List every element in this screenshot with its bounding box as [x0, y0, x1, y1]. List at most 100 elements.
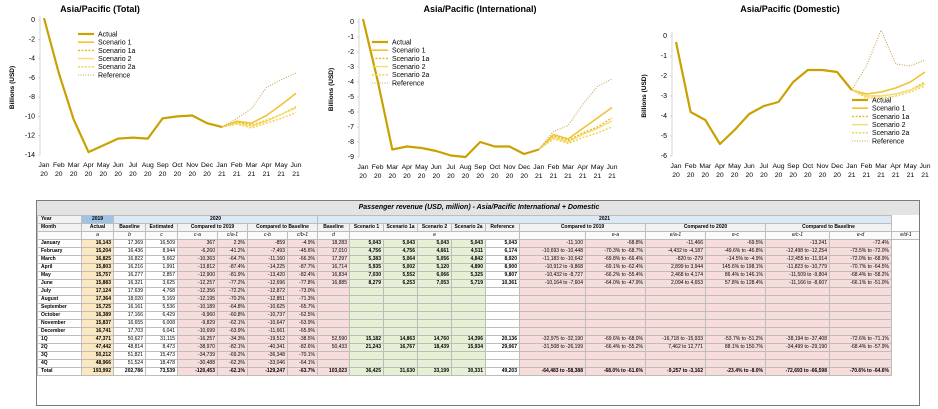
table-cell — [485, 295, 520, 304]
table-cell: 17,010 — [317, 247, 350, 256]
x-tick-label: Apr — [577, 164, 588, 171]
chart-0: Asia/Pacific (Total) Billions (USD) 0 -2 -4 -… — [9, 4, 302, 178]
table-cell: -32,975 to -32,190 — [519, 335, 586, 344]
table-cell: 5,064 — [383, 255, 418, 264]
table-cell: -6,260 — [177, 247, 218, 256]
x-tick-year: 20 — [462, 173, 470, 180]
table-cell: -10,625 — [247, 303, 288, 312]
table-cell — [585, 311, 646, 320]
table-cell: 5,935 — [349, 263, 384, 272]
legend-label: Actual — [392, 39, 412, 46]
table-cell: 15,837 — [81, 319, 114, 328]
table-cell: 88.1% to 150.7% — [705, 343, 766, 352]
x-tick-label: Dec — [518, 164, 531, 171]
table-header-row: Month Actual Baseline Estimated Compared… — [37, 223, 920, 232]
table-cell: -63.9% — [287, 319, 318, 328]
table-cell — [383, 351, 418, 360]
table-cell: 16,321 — [113, 279, 146, 288]
legend-label: Reference — [872, 138, 904, 145]
table-cell — [317, 303, 350, 312]
table-cell: 5,043 — [349, 239, 384, 248]
table-cell: -820 to -279 — [645, 255, 706, 264]
row-label: July — [37, 287, 82, 296]
x-tick-label: Feb — [548, 164, 560, 171]
y-tick-label: 0 — [350, 19, 354, 26]
table-cell: 5,325 — [451, 271, 486, 280]
table-cell — [349, 319, 384, 328]
legend-label: Scenario 1 — [392, 48, 426, 55]
table-cell: 2,857 — [145, 271, 178, 280]
table-cell: 7,462 to 12,771 — [645, 343, 706, 352]
legend-label: Actual — [98, 31, 118, 38]
table-cell — [645, 351, 706, 360]
table-row: February 15,204 16,436 8,944 -6,260 -41.2% -7,… — [37, 247, 920, 256]
table-cell — [645, 303, 706, 312]
y-tick-label: -5 — [348, 94, 354, 101]
x-tick-label: May — [415, 164, 428, 171]
x-tick-year: 20 — [100, 171, 108, 178]
x-tick-year: 20 — [745, 172, 753, 179]
table-cell: -87.4% — [217, 263, 248, 272]
x-tick-year: 21 — [292, 171, 300, 178]
col-header: Compared to 2020 — [645, 223, 766, 232]
y-tick-label: -8 — [29, 94, 35, 101]
table-cell: -9,829 — [177, 319, 218, 328]
table-cell: 30,331 — [451, 367, 486, 376]
table-cell — [645, 359, 706, 368]
col-header: Compared to 2019 — [177, 223, 248, 232]
table-cell — [349, 287, 384, 296]
table-cell: -53.7% to -51.2% — [705, 335, 766, 344]
table-cell: -4,432 to -4,187 — [645, 247, 706, 256]
table-title: Passenger revenue (USD, million) - Asia/… — [37, 201, 919, 215]
table-cell: -81.9% — [217, 271, 248, 280]
table-cell: 15,473 — [145, 351, 178, 360]
table-cell: -859 — [247, 239, 288, 248]
x-tick-label: Jul — [760, 163, 769, 170]
table-cell: -68.8% — [585, 239, 646, 248]
x-tick-label: Nov — [186, 162, 199, 169]
table-cell: 15,725 — [81, 303, 114, 312]
formula-cell: c — [145, 231, 178, 240]
x-tick-label: May — [97, 162, 110, 169]
x-tick-year: 20 — [476, 173, 484, 180]
table-cell: 2,094 to 4,653 — [645, 279, 706, 288]
legend-label: Reference — [392, 80, 424, 87]
y-tick-label: -6 — [661, 153, 667, 160]
table-cell: 7,053 — [417, 279, 452, 288]
series-line-s2a — [221, 111, 297, 129]
table-cell: -64.1% — [287, 359, 318, 368]
table-cell: 17,364 — [81, 295, 114, 304]
table-cell: -64.0% to -47.9% — [585, 279, 646, 288]
x-tick-label: Nov — [816, 163, 829, 170]
x-tick-label: Mar — [386, 164, 398, 171]
table-cell: -11,100 — [519, 239, 586, 248]
y-tick-label: -5 — [661, 133, 667, 140]
table-cell: 4,511 — [451, 247, 486, 256]
month-label: Month — [37, 223, 82, 232]
x-tick-label: Mar — [246, 162, 258, 169]
x-tick-label: Jul — [129, 162, 138, 169]
table-cell: -73.0% — [287, 287, 318, 296]
x-tick-year: 20 — [144, 171, 152, 178]
table-cell: 16,741 — [81, 327, 114, 336]
table-cell: -72.2% — [217, 287, 248, 296]
formula-cell: c-b — [247, 231, 288, 240]
x-tick-year: 20 — [40, 171, 48, 178]
table-cell: -70.7% to -64.5% — [829, 263, 892, 272]
table-cell — [645, 287, 706, 296]
y-axis-label: Billions (USD) — [641, 74, 648, 117]
table-cell: 17,297 — [317, 255, 350, 264]
table-row: January 16,143 17,369 16,509 367 2.3% -859 -4.9… — [37, 239, 920, 248]
x-tick-year: 21 — [921, 172, 929, 179]
formula-cell: c-a — [177, 231, 218, 240]
x-tick-year: 21 — [218, 171, 226, 178]
table-cell: 51,524 — [113, 359, 146, 368]
table-cell: 202,786 — [113, 367, 146, 376]
x-tick-label: Jun — [920, 163, 931, 170]
x-tick-year: 21 — [233, 171, 241, 178]
table-cell: -38.5% — [287, 335, 318, 344]
table-cell: 5,536 — [145, 303, 178, 312]
table-cell: 5,043 — [451, 239, 486, 248]
table-cell: 16,885 — [317, 279, 350, 288]
y-tick-label: -2 — [29, 36, 35, 43]
